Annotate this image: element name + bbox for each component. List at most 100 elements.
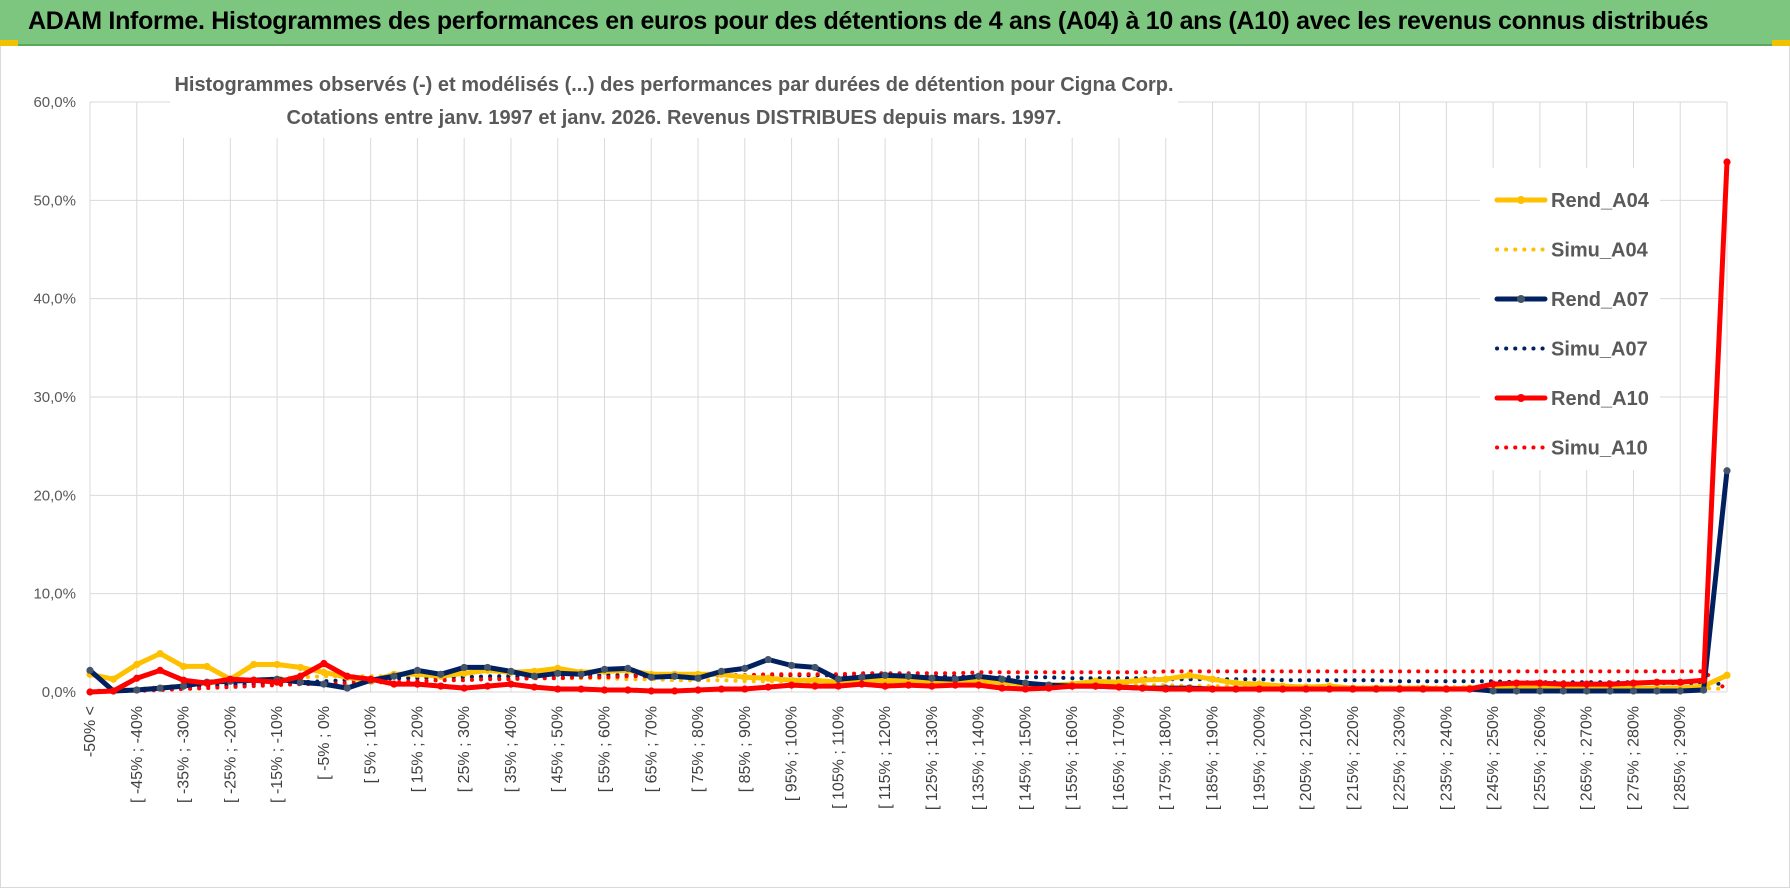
data-point (1185, 685, 1193, 693)
data-point (1138, 676, 1146, 684)
data-point (1676, 678, 1684, 686)
data-point (179, 676, 188, 684)
data-point (156, 650, 164, 658)
data-point (1208, 675, 1217, 683)
data-point (1489, 680, 1497, 688)
data-point (437, 670, 445, 678)
data-point (787, 661, 796, 670)
data-point (156, 684, 164, 692)
y-tick-label: 60,0% (33, 94, 76, 111)
data-point (1700, 686, 1708, 694)
data-point (320, 680, 328, 688)
data-point (904, 681, 913, 689)
legend-label: Simu_A10 (1551, 438, 1648, 460)
x-tick-label: [ 275% ; 280% (1625, 706, 1642, 810)
data-point (1723, 671, 1731, 679)
data-point (951, 675, 959, 683)
data-point (600, 686, 609, 694)
data-point (554, 669, 562, 677)
legend-marker (1517, 394, 1525, 402)
data-point (811, 663, 819, 672)
data-point (133, 660, 141, 669)
data-point (741, 673, 749, 681)
x-tick-label: [ 65% ; 70% (643, 706, 660, 792)
series-layer (86, 158, 1731, 696)
data-point (1279, 685, 1287, 693)
data-point (1512, 679, 1521, 687)
x-tick-label: [ 135% ; 140% (971, 706, 988, 810)
data-point (250, 676, 258, 684)
data-point (577, 670, 585, 678)
data-point (975, 681, 983, 689)
data-point (1559, 687, 1567, 695)
data-point (928, 674, 936, 682)
report-title: ADAM Informe. Histogrammes des performan… (28, 7, 1709, 35)
x-tick-label: [ 245% ; 250% (1485, 706, 1502, 810)
data-point (343, 672, 351, 680)
y-tick-label: 40,0% (33, 291, 76, 308)
x-tick-label: [ 95% ; 100% (784, 706, 801, 801)
chart-title-box: Histogrammes observés (-) et modélisés (… (170, 66, 1178, 138)
data-point (1700, 676, 1708, 684)
data-point (1653, 678, 1661, 686)
data-point (624, 664, 632, 673)
y-tick-label: 30,0% (33, 389, 76, 406)
data-point (764, 655, 772, 664)
legend-label: Simu_A04 (1551, 240, 1649, 262)
x-tick-label: [ 35% ; 40% (503, 706, 520, 792)
data-point (741, 685, 749, 693)
data-point (413, 680, 421, 688)
legend-label: Rend_A07 (1551, 289, 1649, 311)
data-point (86, 666, 94, 674)
legend-item-rend-a04: Rend_A04 (1494, 190, 1650, 212)
data-point (764, 674, 772, 682)
series-rend-a10 (86, 158, 1731, 696)
legend-item-simu-a04: Simu_A04 (1495, 240, 1649, 262)
data-point (1606, 680, 1614, 688)
x-tick-label: [ 105% ; 110% (830, 706, 847, 809)
data-point (483, 682, 492, 690)
x-tick-label: [ -35% ; -30% (176, 706, 193, 803)
data-point (1583, 680, 1591, 688)
y-axis: 0,0% 10,0% 20,0% 30,0% 40,0% 50,0% 60,0% (33, 94, 76, 701)
data-point (975, 672, 983, 680)
x-tick-label: [ 55% ; 60% (596, 706, 613, 792)
data-point (951, 681, 959, 689)
data-point (1349, 685, 1357, 693)
data-point (133, 674, 141, 682)
x-tick-label: [ 45% ; 50% (550, 706, 567, 792)
data-point (530, 672, 538, 680)
data-point (1208, 685, 1217, 693)
x-tick-label: [ 255% ; 260% (1532, 706, 1549, 810)
data-point (647, 687, 655, 695)
data-point (600, 665, 609, 673)
legend-label: Rend_A04 (1551, 190, 1650, 212)
data-point (296, 672, 305, 680)
data-point (694, 686, 702, 694)
data-point (1325, 685, 1334, 693)
data-point (296, 678, 305, 686)
data-point (296, 663, 305, 672)
data-point (834, 682, 842, 690)
data-point (273, 678, 281, 686)
data-point (998, 684, 1006, 692)
x-tick-label: [ 155% ; 160% (1064, 706, 1081, 810)
legend-marker (1517, 295, 1525, 303)
y-tick-label: 50,0% (33, 192, 76, 209)
data-point (577, 685, 585, 693)
data-point (273, 660, 281, 669)
x-tick-label: [ 165% ; 170% (1111, 706, 1128, 810)
legend-marker (1517, 196, 1525, 204)
data-point (858, 680, 866, 688)
legend-background (1480, 168, 1660, 470)
data-point (1723, 467, 1731, 475)
data-point (764, 683, 772, 691)
data-point (203, 679, 211, 687)
banner-accent-left (0, 40, 18, 46)
x-tick-label: [ -15% ; -10% (269, 706, 286, 803)
data-point (1068, 682, 1076, 690)
data-point (904, 672, 913, 680)
data-point (179, 682, 188, 690)
data-point (1396, 685, 1404, 693)
